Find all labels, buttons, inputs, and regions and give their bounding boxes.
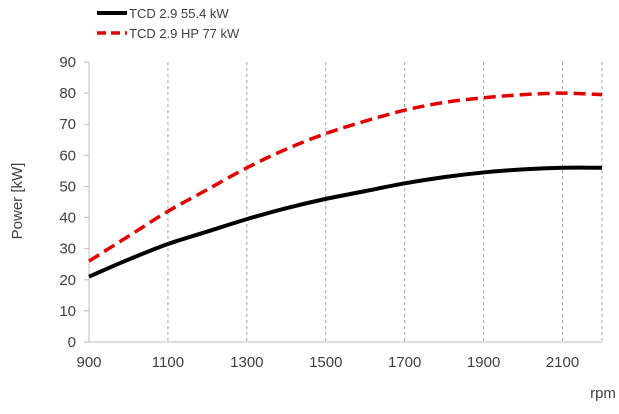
legend: TCD 2.9 55.4 kW TCD 2.9 HP 77 kW — [97, 6, 240, 41]
y-tick-label: 40 — [59, 210, 76, 227]
x-tick-label: 1900 — [467, 354, 500, 371]
x-tick-label: 900 — [76, 354, 101, 371]
y-tick-label: 90 — [59, 54, 76, 71]
y-tick-label: 30 — [59, 241, 76, 258]
y-axis-label: Power [kW] — [9, 163, 26, 240]
series — [88, 91, 603, 279]
series-line-2 — [88, 91, 603, 263]
x-axis-label: rpm — [590, 385, 616, 402]
x-tick-label: 1100 — [152, 354, 184, 371]
x-tick-label: 1500 — [309, 354, 342, 371]
y-tick-label: 70 — [59, 116, 76, 133]
y-tick-label: 0 — [68, 334, 76, 351]
legend-label-1: TCD 2.9 55.4 kW — [129, 6, 229, 21]
grid — [88, 62, 603, 342]
series-line-1 — [88, 165, 603, 279]
y-tick-label: 60 — [59, 147, 76, 164]
x-tick-label: 1700 — [388, 354, 421, 371]
x-tick-label: 2100 — [546, 354, 579, 371]
y-tick-label: 10 — [59, 303, 76, 320]
y-tick-label: 20 — [59, 272, 76, 289]
axes: 0 10 20 30 40 50 60 70 80 90 900 1100 1300 1500 1700 19… — [59, 54, 602, 371]
y-tick-label: 80 — [59, 85, 76, 102]
legend-label-2: TCD 2.9 HP 77 kW — [129, 26, 240, 41]
x-tick-label: 1300 — [230, 354, 263, 371]
y-tick-label: 50 — [59, 178, 76, 195]
